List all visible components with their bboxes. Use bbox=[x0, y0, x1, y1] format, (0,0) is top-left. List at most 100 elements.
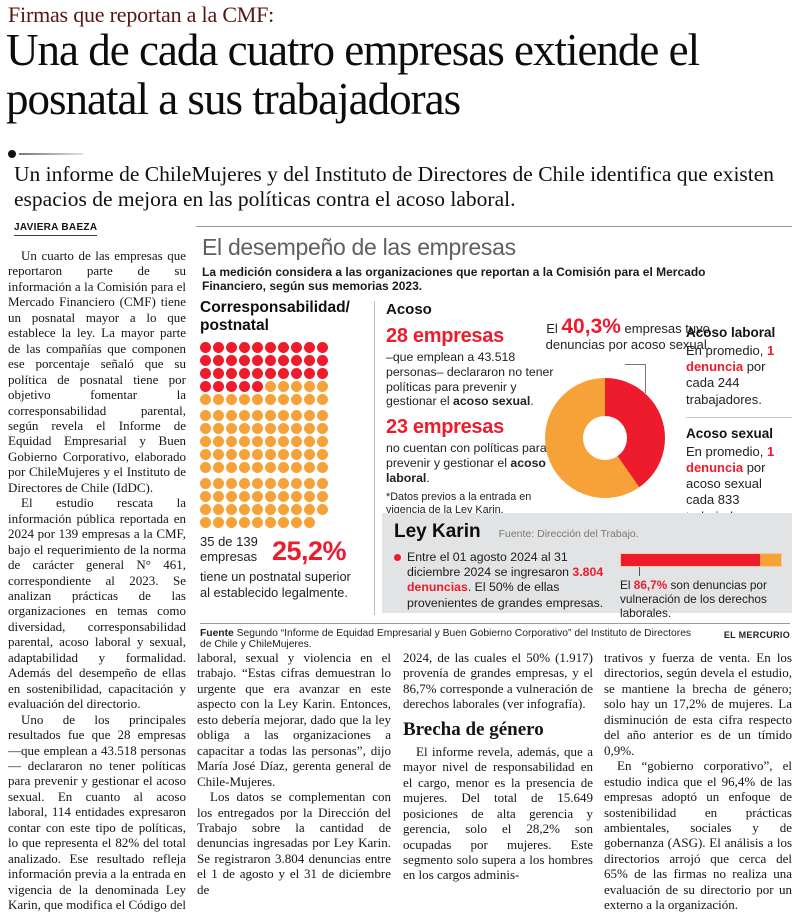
dot-highlighted bbox=[200, 368, 211, 379]
dot-base bbox=[239, 491, 250, 502]
dot-base bbox=[304, 462, 315, 473]
dot-base bbox=[200, 504, 211, 515]
dot-base bbox=[213, 436, 224, 447]
infographic: El desempeño de las empresas La medición… bbox=[196, 226, 792, 650]
dot-base bbox=[304, 491, 315, 502]
dot-highlighted bbox=[252, 342, 263, 353]
bar-pointer-tick bbox=[639, 567, 641, 576]
ley-karin-bullet-item: Entre el 01 agosto 2024 al 31 diciembre … bbox=[394, 550, 604, 620]
dot-base bbox=[265, 517, 276, 528]
dot-base bbox=[278, 381, 289, 392]
dot-highlighted bbox=[239, 368, 250, 379]
dot-base bbox=[239, 394, 250, 405]
acoso-item2-text: no cuentan con políticas para prevenir y… bbox=[386, 441, 556, 485]
dot-highlighted bbox=[213, 355, 224, 366]
ley-karin-bullet-text: Entre el 01 agosto 2024 al 31 diciembre … bbox=[407, 550, 604, 620]
dot-base bbox=[200, 491, 211, 502]
dot-base bbox=[304, 504, 315, 515]
dot-base bbox=[278, 517, 289, 528]
dot-highlighted bbox=[317, 355, 328, 366]
text-span: . El 50% de ellas provenientes de grande… bbox=[407, 580, 604, 610]
average-sexual: Acoso sexual En promedio, 1 denuncia por… bbox=[686, 416, 792, 525]
dot-base bbox=[252, 423, 263, 434]
text-span-red: 1 denuncia bbox=[686, 443, 775, 476]
dot-base bbox=[239, 410, 250, 421]
dot-base bbox=[239, 423, 250, 434]
dot-highlighted bbox=[226, 355, 237, 366]
dot-base bbox=[226, 449, 237, 460]
postnatal-stat-pct: 25,2% bbox=[272, 536, 347, 566]
dot-base bbox=[304, 449, 315, 460]
dot-base bbox=[226, 436, 237, 447]
dot-highlighted bbox=[278, 368, 289, 379]
dot-base bbox=[239, 517, 250, 528]
dot-base bbox=[291, 449, 302, 460]
dot-base bbox=[213, 517, 224, 528]
acoso-section: Acoso 28 empresas –que emplean a 43.518 … bbox=[386, 301, 556, 517]
ley-karin-bar-red bbox=[621, 554, 760, 566]
text-span: por cada 244 trabajadores. bbox=[686, 359, 766, 407]
dot-base bbox=[226, 394, 237, 405]
dot-highlighted bbox=[265, 368, 276, 379]
bullet-dot-icon bbox=[394, 554, 401, 561]
ley-karin-source: Fuente: Dirección del Trabajo. bbox=[498, 528, 639, 540]
average-sexual-text: En promedio, 1 denuncia por acoso sexual… bbox=[686, 444, 792, 525]
subhead: Un informe de ChileMujeres y del Institu… bbox=[14, 162, 775, 211]
paragraph: El informe revela, además, que a mayor n… bbox=[403, 743, 593, 883]
dot-base bbox=[252, 394, 263, 405]
dot-base bbox=[278, 504, 289, 515]
infographic-source: Fuente Segundo “Informe de Equidad Empre… bbox=[200, 628, 700, 650]
average-sexual-heading: Acoso sexual bbox=[686, 425, 774, 441]
dot-base bbox=[200, 436, 211, 447]
dot-base bbox=[213, 423, 224, 434]
acoso-heading: Acoso bbox=[386, 301, 432, 318]
postnatal-heading: Corresponsabilidad/ postnatal bbox=[200, 299, 370, 335]
dot-highlighted bbox=[291, 342, 302, 353]
dot-base bbox=[239, 436, 250, 447]
acoso-footnote: *Datos previos a la entrada en vigencia … bbox=[386, 490, 532, 516]
dot-base bbox=[291, 478, 302, 489]
paragraph: Un cuarto de las empresas que reportaron… bbox=[8, 248, 186, 495]
dot-highlighted bbox=[291, 368, 302, 379]
dot-base bbox=[278, 491, 289, 502]
text-span: son denuncias por vulneración de los der… bbox=[620, 578, 767, 620]
donut-callout-pct: 40,3% bbox=[561, 315, 621, 338]
dot-base bbox=[317, 478, 328, 489]
section-subhead: Brecha de género bbox=[403, 718, 544, 740]
donut-hole bbox=[583, 416, 627, 460]
postnatal-caption: tiene un postnatal superior al estableci… bbox=[200, 569, 351, 600]
dot-base bbox=[226, 423, 237, 434]
average-laboral-text: En promedio, 1 denuncia por cada 244 tra… bbox=[686, 343, 792, 408]
dot-base bbox=[200, 449, 211, 460]
dot-highlighted bbox=[291, 355, 302, 366]
page-title: Una de cada cuatro empresas extiende el … bbox=[6, 25, 700, 124]
dot-highlighted bbox=[252, 368, 263, 379]
publication-credit: EL MERCURIO bbox=[723, 630, 790, 640]
dot-base bbox=[291, 381, 302, 392]
dot-base bbox=[226, 478, 237, 489]
article-column-2: laboral, sexual y violencia en el trabaj… bbox=[197, 650, 391, 912]
dot-base bbox=[200, 410, 211, 421]
dot-base bbox=[278, 478, 289, 489]
dot-base bbox=[304, 423, 315, 434]
dot-highlighted bbox=[265, 355, 276, 366]
ley-karin-header: Ley Karin Fuente: Dirección del Trabajo. bbox=[394, 521, 780, 543]
text-span: En promedio, bbox=[686, 443, 767, 459]
dot-base bbox=[265, 410, 276, 421]
ley-karin-box: Ley Karin Fuente: Dirección del Trabajo.… bbox=[382, 513, 792, 620]
byline: JAVIERA BAEZA bbox=[14, 222, 98, 236]
acoso-stat-28: 28 empresas bbox=[386, 325, 504, 347]
dot-base bbox=[278, 410, 289, 421]
dot-base bbox=[291, 462, 302, 473]
dot-base bbox=[317, 491, 328, 502]
dot-base bbox=[304, 478, 315, 489]
dot-base bbox=[304, 436, 315, 447]
average-laboral: Acoso laboral En promedio, 1 denuncia po… bbox=[686, 325, 792, 408]
dot-base bbox=[252, 517, 263, 528]
dot-highlighted bbox=[213, 381, 224, 392]
ley-karin-title: Ley Karin bbox=[394, 521, 481, 542]
dot-highlighted bbox=[213, 342, 224, 353]
postnatal-heading-line2: postnatal bbox=[200, 317, 269, 334]
dot-base bbox=[200, 462, 211, 473]
dot-base bbox=[200, 517, 211, 528]
